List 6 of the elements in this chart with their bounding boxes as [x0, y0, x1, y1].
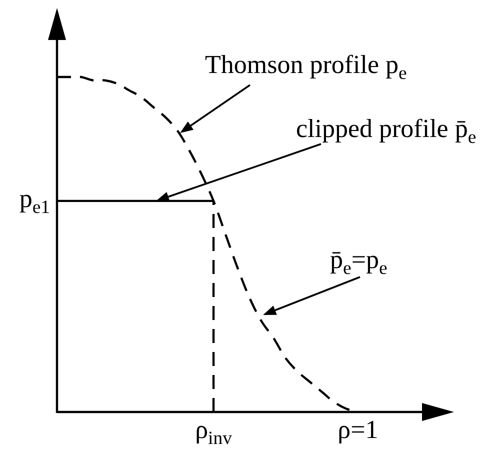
x-tick-label: ρ=1 [338, 415, 378, 444]
annotation: Thomson profile p$_{e}$ [205, 50, 407, 84]
text: p$_{e1}$ [19, 184, 50, 218]
annotation: clipped profile p̄$_{e}$ [296, 114, 476, 148]
x-tick-label: ρ$_{inv}$ [195, 415, 233, 449]
annotation: p̄$_{e}$=p$_{e}$ [330, 245, 388, 279]
